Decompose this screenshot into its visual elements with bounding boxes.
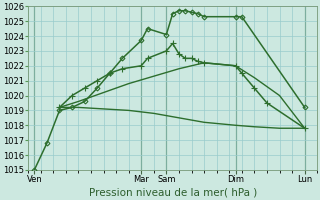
X-axis label: Pression niveau de la mer( hPa ): Pression niveau de la mer( hPa ) [89,187,257,197]
